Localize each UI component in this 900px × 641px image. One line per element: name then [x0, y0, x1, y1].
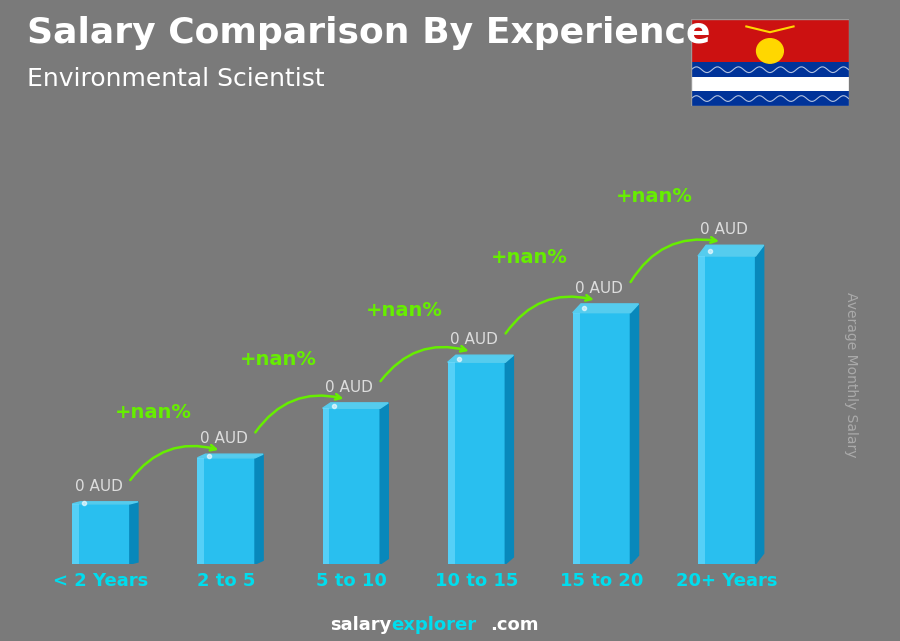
Polygon shape [756, 246, 764, 564]
Text: +nan%: +nan% [115, 403, 192, 422]
Circle shape [757, 38, 783, 63]
Bar [691, 19, 849, 62]
Bar [197, 458, 204, 564]
Text: +nan%: +nan% [240, 350, 317, 369]
Bar [72, 504, 130, 564]
Polygon shape [255, 454, 263, 564]
Text: salary: salary [330, 616, 392, 634]
Polygon shape [698, 246, 764, 256]
Polygon shape [72, 502, 138, 504]
Text: 0 AUD: 0 AUD [450, 333, 498, 347]
Polygon shape [447, 355, 513, 362]
Text: 0 AUD: 0 AUD [75, 479, 122, 494]
Text: 0 AUD: 0 AUD [200, 431, 248, 446]
Bar [573, 313, 580, 564]
Text: .com: .com [491, 616, 539, 634]
Polygon shape [630, 304, 639, 564]
Text: +nan%: +nan% [616, 187, 693, 206]
Text: Average Monthly Salary: Average Monthly Salary [843, 292, 858, 458]
Polygon shape [573, 304, 639, 313]
Bar [698, 256, 705, 564]
Bar [691, 77, 849, 91]
Polygon shape [322, 403, 388, 408]
Polygon shape [197, 454, 263, 458]
Polygon shape [505, 355, 513, 564]
Bar [72, 504, 79, 564]
Polygon shape [380, 403, 388, 564]
Text: +nan%: +nan% [365, 301, 443, 320]
Bar [573, 313, 630, 564]
Bar [322, 408, 329, 564]
Text: 0 AUD: 0 AUD [575, 281, 623, 296]
Bar [698, 256, 756, 564]
Text: +nan%: +nan% [491, 247, 568, 267]
Bar [447, 362, 505, 564]
Text: Salary Comparison By Experience: Salary Comparison By Experience [27, 16, 710, 50]
Polygon shape [130, 502, 138, 564]
Bar [322, 408, 380, 564]
Bar [447, 362, 454, 564]
Text: explorer: explorer [392, 616, 477, 634]
Bar [197, 458, 255, 564]
Text: 0 AUD: 0 AUD [700, 222, 748, 237]
Bar [691, 62, 849, 77]
Text: 0 AUD: 0 AUD [325, 380, 373, 395]
Text: Environmental Scientist: Environmental Scientist [27, 67, 325, 91]
Bar [691, 91, 849, 106]
